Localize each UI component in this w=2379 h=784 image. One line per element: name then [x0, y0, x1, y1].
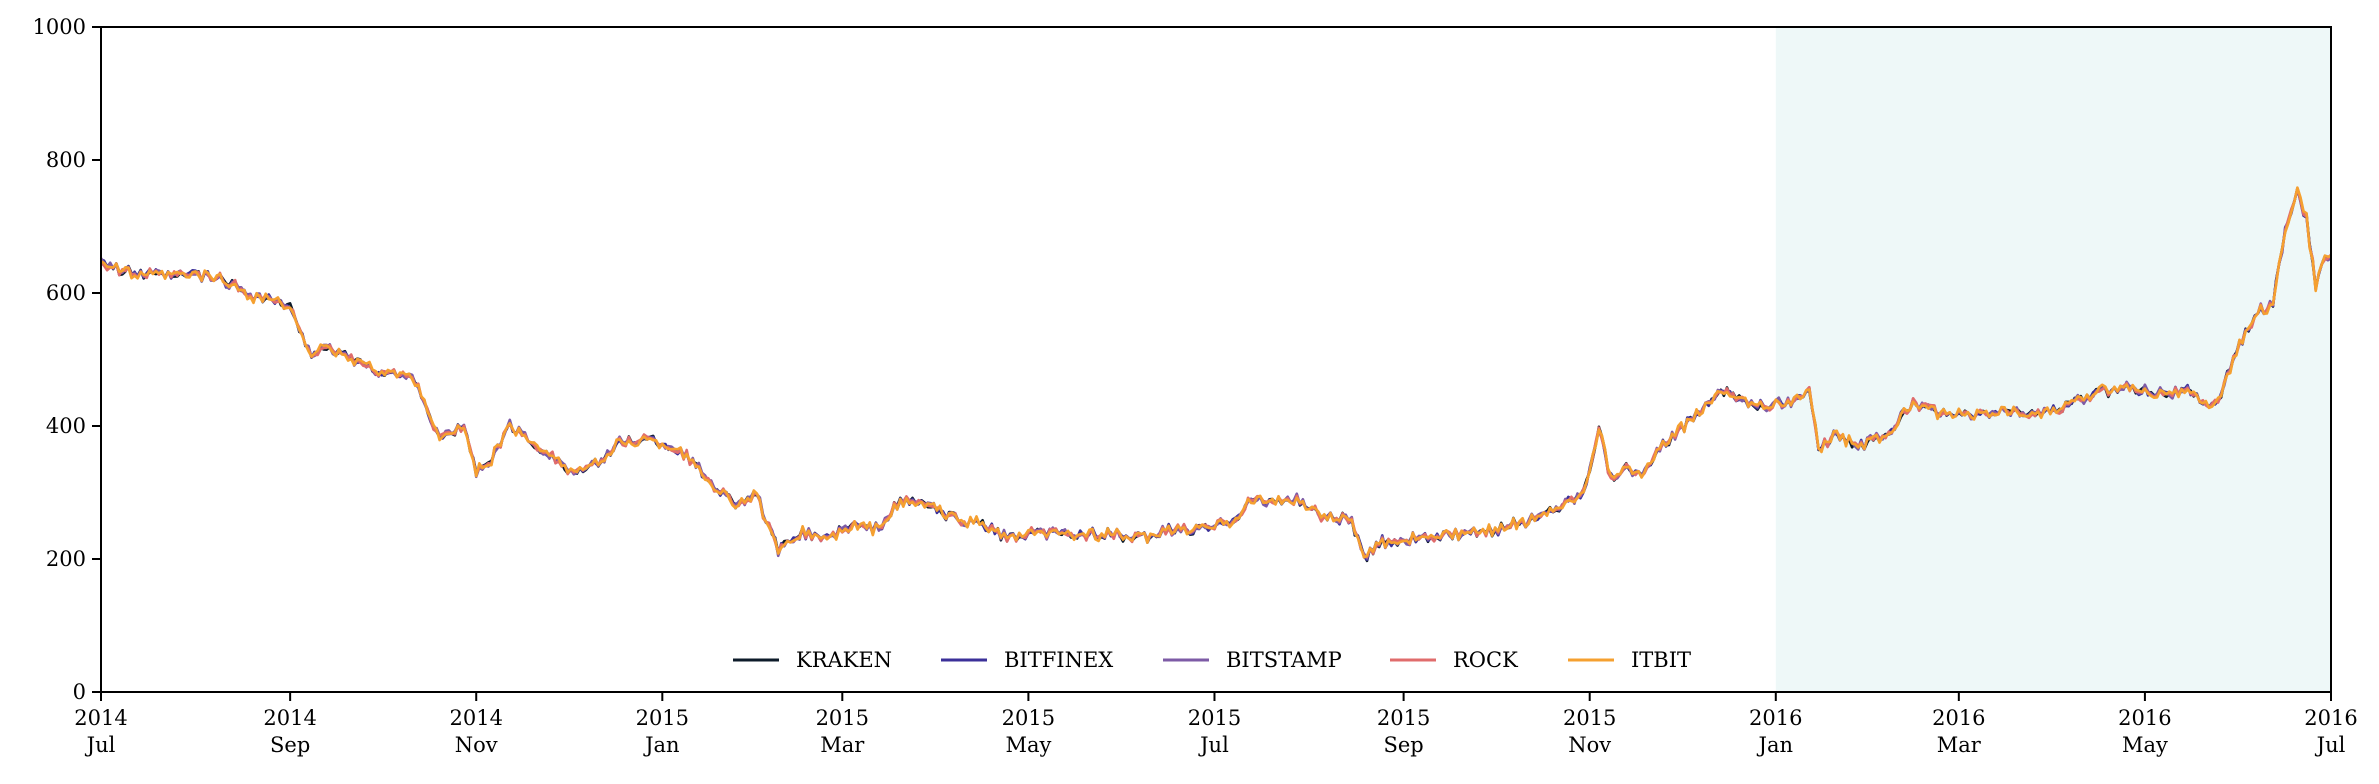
x-tick-label-month: Jul [2315, 733, 2346, 757]
x-tick-label-month: Mar [1937, 733, 1982, 757]
y-tick-label: 600 [46, 281, 86, 305]
highlight-region [1775, 27, 2331, 692]
legend-label-bitstamp: BITSTAMP [1226, 648, 1342, 672]
y-tick-label: 400 [46, 414, 86, 438]
x-tick-label-year: 2015 [1188, 706, 1241, 730]
series-lines [99, 186, 2333, 563]
legend-label-rock: ROCK [1453, 648, 1518, 672]
x-tick-label-year: 2015 [816, 706, 869, 730]
plot-frame [100, 26, 2332, 693]
x-tick-label-year: 2014 [449, 706, 502, 730]
x-tick-label-month: Jul [1198, 733, 1229, 757]
x-tick-label-month: May [2122, 733, 2168, 757]
x-tick-label-month: Sep [270, 733, 310, 757]
x-tick-label-month: Mar [820, 733, 865, 757]
x-axis-ticks: 2014 Jul 2014 Sep 2014 Nov 2015 Jan 2015 Mar 2015 M… [74, 692, 2358, 757]
x-tick-label-year: 2016 [2304, 706, 2357, 730]
x-tick-label-year: 2016 [2118, 706, 2171, 730]
x-tick-label-year: 2016 [1749, 706, 1802, 730]
y-axis-ticks: 0 200 400 600 800 1000 [33, 15, 101, 704]
x-tick-label-year: 2014 [263, 706, 316, 730]
highlight-band [1775, 27, 2331, 692]
x-tick-label-year: 2016 [1932, 706, 1985, 730]
x-tick-label-year: 2015 [1377, 706, 1430, 730]
x-tick-label-year: 2014 [74, 706, 127, 730]
x-tick-label-year: 2015 [636, 706, 689, 730]
x-tick-label-month: May [1005, 733, 1051, 757]
x-tick-label-month: Nov [455, 733, 498, 757]
legend-label-itbit: ITBIT [1631, 648, 1691, 672]
y-tick-label: 0 [73, 680, 86, 704]
y-tick-label: 800 [46, 148, 86, 172]
x-tick-label-month: Jul [85, 733, 116, 757]
x-tick-label-year: 2015 [1563, 706, 1616, 730]
y-tick-label: 200 [46, 547, 86, 571]
legend-label-bitfinex: BITFINEX [1004, 648, 1113, 672]
x-tick-label-month: Sep [1383, 733, 1423, 757]
legend: KRAKEN BITFINEX BITSTAMP ROCK ITBIT [733, 648, 1691, 672]
y-tick-label: 1000 [33, 15, 86, 39]
series-line-itbit [100, 186, 2332, 559]
legend-label-kraken: KRAKEN [796, 648, 892, 672]
x-tick-label-month: Jan [1757, 733, 1793, 757]
x-tick-label-year: 2015 [1002, 706, 1055, 730]
x-tick-label-month: Nov [1568, 733, 1611, 757]
x-tick-label-month: Jan [643, 733, 679, 757]
